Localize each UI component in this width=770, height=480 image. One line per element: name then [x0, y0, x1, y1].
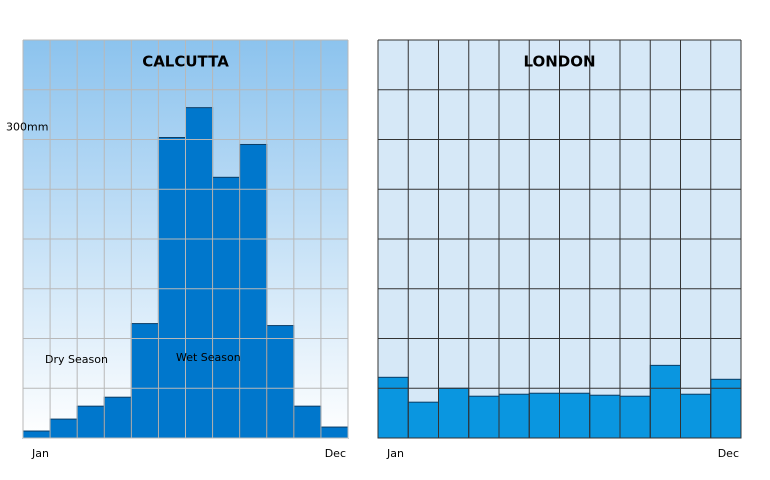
- bar: [498, 393, 530, 439]
- bar: [130, 323, 159, 439]
- bar: [185, 107, 214, 439]
- x-tick-label: Jan: [386, 447, 404, 460]
- bar: [559, 392, 591, 439]
- bar: [320, 426, 349, 439]
- bar: [293, 405, 322, 439]
- bar: [239, 143, 268, 439]
- bar: [468, 395, 500, 439]
- bar: [589, 394, 621, 439]
- x-tick-label: Dec: [718, 447, 739, 460]
- bar: [649, 364, 681, 439]
- x-tick-label: Jan: [31, 447, 49, 460]
- bar: [619, 395, 651, 439]
- bar: [438, 387, 470, 439]
- bar: [22, 430, 51, 439]
- chart-title: CALCUTTA: [142, 53, 229, 71]
- bar: [377, 376, 409, 439]
- bar: [407, 401, 439, 439]
- bar: [49, 418, 78, 439]
- bar: [212, 176, 241, 439]
- y-tick-label: 300mm: [6, 121, 48, 134]
- bar: [528, 392, 560, 439]
- bar: [680, 393, 712, 439]
- chart-title: LONDON: [523, 53, 595, 71]
- annotation: Dry Season: [45, 353, 108, 366]
- x-tick-label: Dec: [325, 447, 346, 460]
- bar: [266, 325, 295, 439]
- annotation: Wet Season: [176, 351, 241, 364]
- bar: [76, 405, 105, 439]
- bar: [103, 396, 132, 439]
- bar: [157, 137, 187, 439]
